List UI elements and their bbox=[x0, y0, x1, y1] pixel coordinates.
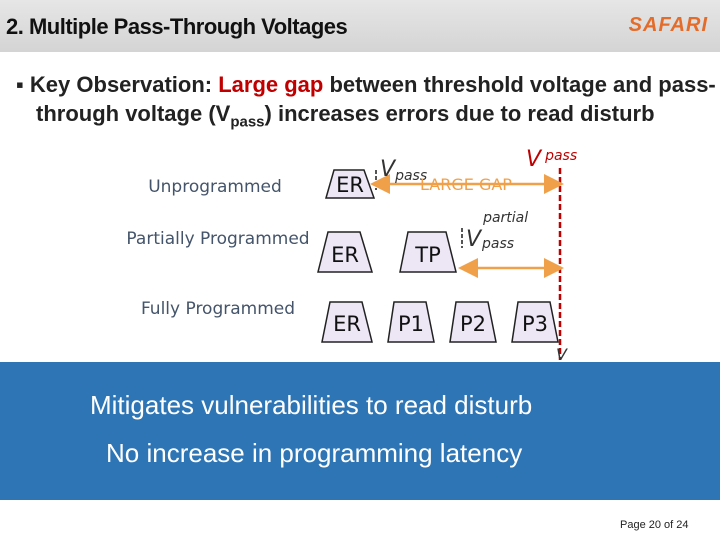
state-label: P1 bbox=[398, 312, 424, 336]
subscript: pass bbox=[544, 148, 577, 164]
summary-banner: Mitigates vulnerabilities to read distur… bbox=[0, 362, 720, 500]
superscript: partial bbox=[482, 210, 528, 226]
gap-label: LARGE GAP bbox=[420, 175, 512, 194]
bullet-text: between threshold voltage and pass-throu… bbox=[36, 72, 716, 126]
bullet-text: ) increases errors due to read disturb bbox=[264, 101, 655, 126]
vth-symbol: Vpass bbox=[380, 157, 427, 184]
banner-line: Mitigates vulnerabilities to read distur… bbox=[90, 390, 533, 420]
state-label: ER bbox=[333, 312, 361, 336]
state-shape bbox=[317, 231, 374, 273]
state-shape bbox=[449, 301, 497, 343]
row-label: Fully Programmed bbox=[141, 299, 295, 319]
state-label: P2 bbox=[460, 312, 486, 336]
symbol: V bbox=[380, 157, 397, 182]
state-shape bbox=[387, 301, 435, 343]
row-label-line: Partially Programmed bbox=[126, 229, 309, 249]
symbol: V bbox=[466, 227, 483, 252]
bullet-subscript: pass bbox=[230, 113, 265, 131]
subscript: pass bbox=[394, 168, 427, 184]
slide-title: 2. Multiple Pass-Through Voltages bbox=[6, 14, 348, 39]
state-shape bbox=[399, 231, 457, 273]
bullet-text: Key Observation: bbox=[29, 72, 219, 97]
logo: SAFARI bbox=[628, 14, 708, 36]
state-shape bbox=[321, 301, 373, 343]
subscript: pass bbox=[481, 236, 514, 252]
bullet-highlight: Large gap bbox=[218, 72, 324, 97]
state-label: ER bbox=[331, 243, 359, 267]
row-label-line: Fully Programmed bbox=[141, 299, 295, 319]
vth-label: V bbox=[556, 345, 568, 364]
state-label: ER bbox=[336, 173, 364, 197]
banner-line: No increase in programming latency bbox=[106, 438, 523, 468]
vpass-partial-label: Vpartial pass bbox=[466, 210, 528, 252]
page-number: Page 20 of 24 bbox=[620, 519, 689, 531]
state-shape bbox=[325, 169, 376, 199]
row-label: Unprogrammed bbox=[148, 177, 282, 197]
header-bar: 2. Multiple Pass-Through Voltages SAFARI bbox=[0, 0, 720, 52]
bullet: ▪ Key Observation: Large gap between thr… bbox=[16, 72, 716, 131]
row-label: Partially Programmed bbox=[126, 229, 309, 249]
state-label: TP bbox=[414, 243, 441, 267]
state-label: P3 bbox=[522, 312, 548, 336]
state-shape bbox=[511, 301, 559, 343]
symbol: V bbox=[526, 147, 543, 172]
